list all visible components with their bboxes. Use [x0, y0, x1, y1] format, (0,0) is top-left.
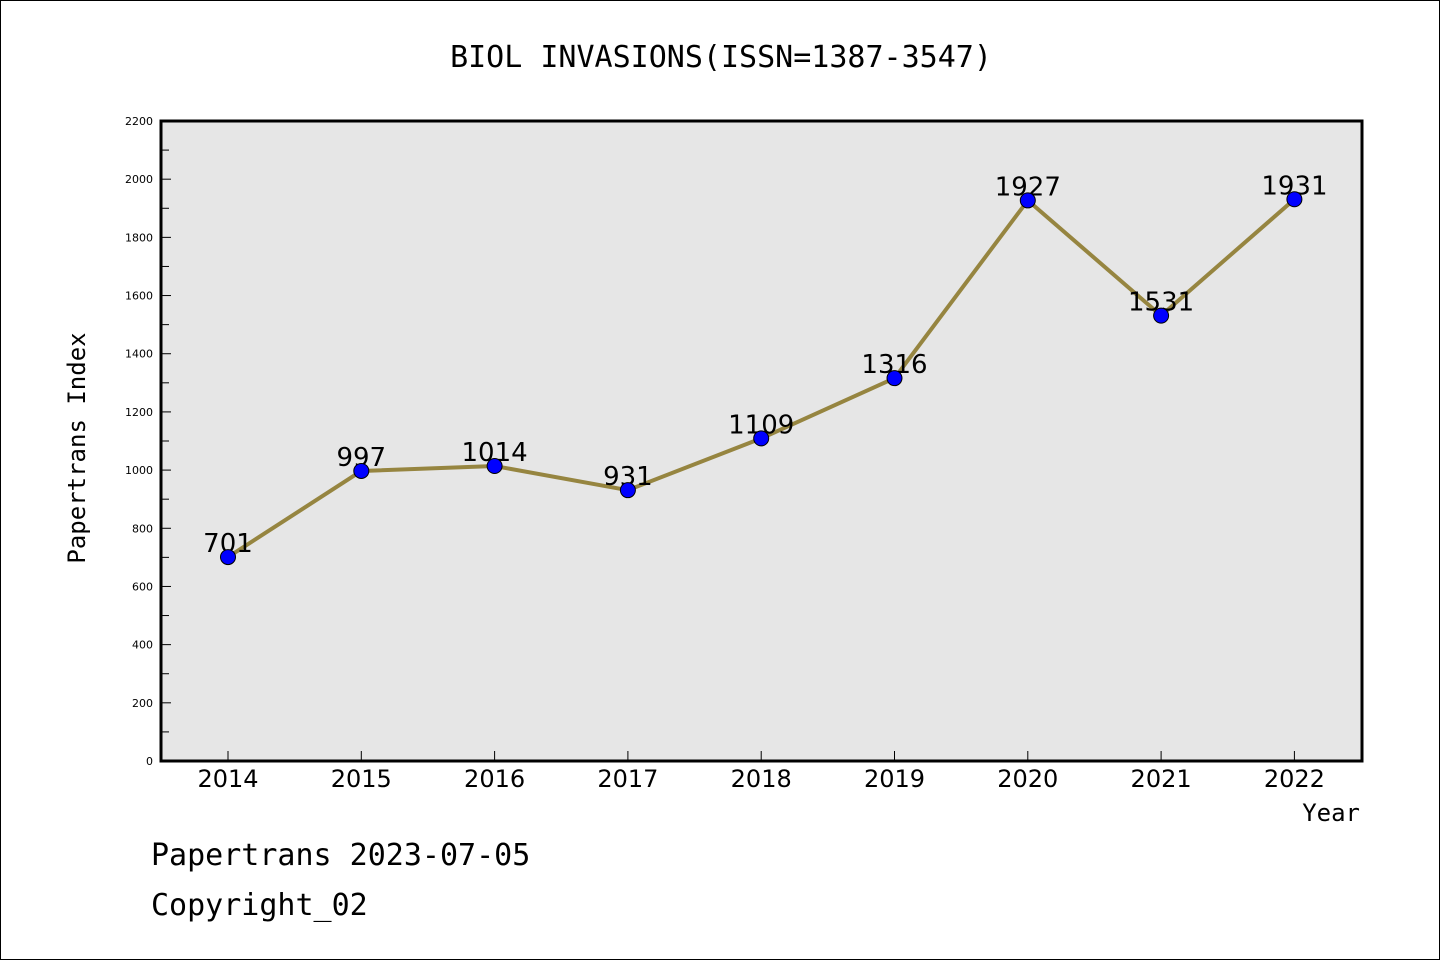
y-tick-label: 600: [132, 580, 153, 593]
y-tick-label: 0: [146, 755, 153, 768]
x-tick-label: 2019: [864, 765, 925, 793]
y-tick-label: 1400: [125, 348, 153, 361]
x-axis: 2014 2015 2016 2017 2018 2019 2020 2021 2022: [197, 751, 1325, 793]
x-tick-label: 2016: [464, 765, 525, 793]
data-point-marker: [619, 482, 636, 499]
data-point-marker: [1286, 191, 1303, 208]
chart-title: BIOL INVASIONS(ISSN=1387-3547): [450, 40, 992, 75]
data-point-marker: [486, 458, 503, 475]
x-tick-label: 2014: [197, 765, 258, 793]
y-axis-title: Papertrans Index: [63, 332, 91, 563]
y-tick-label: 1600: [125, 290, 153, 303]
series-markers-group: [220, 191, 1303, 566]
x-tick-label: 2018: [731, 765, 792, 793]
data-point-marker: [886, 370, 903, 387]
x-tick-label: 2021: [1131, 765, 1192, 793]
y-tick-label: 400: [132, 639, 153, 652]
x-tick-label: 2017: [597, 765, 658, 793]
footer-copyright: Copyright_02: [151, 888, 368, 923]
y-tick-label: 800: [132, 522, 153, 535]
y-tick-label: 1800: [125, 231, 153, 244]
y-tick-label: 2000: [125, 173, 153, 186]
data-point-marker: [753, 430, 770, 447]
y-tick-label: 1200: [125, 406, 153, 419]
x-axis-title: Year: [1302, 799, 1360, 827]
y-tick-label: 200: [132, 697, 153, 710]
y-axis: 0 200 400 600 800 1000 1200 1400 1600 1800 2000 220…: [125, 115, 171, 768]
y-tick-label: 2200: [125, 115, 153, 128]
x-tick-label: 2022: [1264, 765, 1325, 793]
x-tick-label: 2020: [997, 765, 1058, 793]
plot-border: [159, 119, 1364, 763]
data-point-marker: [353, 462, 370, 479]
data-point-marker: [1019, 192, 1036, 209]
data-point-marker: [220, 549, 236, 566]
data-point-marker: [1153, 307, 1170, 324]
y-tick-label: 1000: [125, 464, 153, 477]
footer-date: Papertrans 2023-07-05: [151, 838, 530, 873]
x-tick-label: 2015: [331, 765, 392, 793]
